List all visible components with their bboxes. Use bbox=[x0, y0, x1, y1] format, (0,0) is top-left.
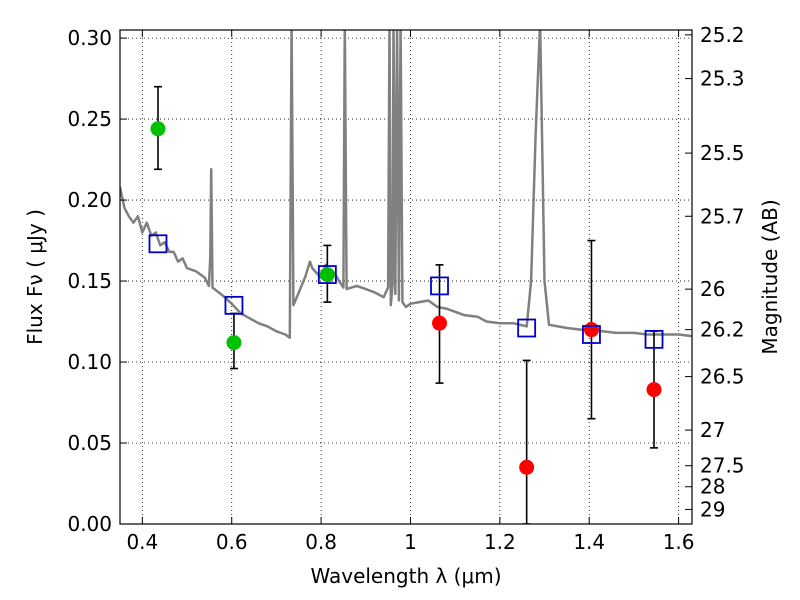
upper-point bbox=[646, 382, 662, 398]
spectrum-line bbox=[120, 30, 692, 339]
x-tick-label: 1.2 bbox=[484, 530, 516, 554]
right-tick-label: 28 bbox=[700, 475, 725, 499]
x-tick-label: 1.6 bbox=[663, 530, 695, 554]
model-spectrum bbox=[120, 30, 692, 339]
right-tick-label: 27.5 bbox=[700, 454, 745, 478]
right-axis-label: Magnitude (AB) bbox=[758, 199, 782, 354]
upper-point bbox=[519, 459, 535, 475]
plot-frame bbox=[119, 29, 693, 525]
right-tick-label: 26.2 bbox=[700, 318, 745, 342]
model-photometry-marker bbox=[517, 318, 537, 338]
detected-point bbox=[319, 267, 335, 283]
right-tick-label: 25.7 bbox=[700, 204, 745, 228]
x-tick-label: 1 bbox=[404, 530, 417, 554]
right-tick-label: 25.5 bbox=[700, 141, 745, 165]
right-tick-label: 29 bbox=[700, 497, 725, 521]
upper-point bbox=[583, 322, 599, 338]
upper-point bbox=[432, 315, 448, 331]
model-photometry-marker bbox=[317, 265, 337, 284]
x-tick-label: 0.4 bbox=[126, 530, 158, 554]
y-tick-label: 0.20 bbox=[67, 188, 112, 212]
model-photometry-marker bbox=[430, 276, 449, 296]
x-tick-label: 0.8 bbox=[305, 530, 337, 554]
detected-point bbox=[226, 335, 242, 351]
right-tick-label: 27 bbox=[700, 418, 725, 442]
right-tick-label: 26 bbox=[700, 277, 725, 301]
y-tick-label: 0.10 bbox=[67, 350, 112, 374]
y-tick-label: 0.30 bbox=[67, 26, 112, 50]
right-tick-label: 26.5 bbox=[700, 365, 745, 389]
detected-point bbox=[150, 121, 166, 137]
model-photometry-marker bbox=[644, 329, 664, 349]
model-photometry-marker bbox=[148, 234, 168, 254]
x-tick-label: 0.6 bbox=[216, 530, 248, 554]
y-axis-label: Flux Fν ( μJy ) bbox=[23, 209, 47, 345]
model-photometry-marker bbox=[582, 325, 601, 344]
data-marks bbox=[148, 85, 664, 524]
x-tick-label: 1.4 bbox=[573, 530, 605, 554]
model-photometry-marker bbox=[224, 295, 244, 315]
y-tick-label: 0.00 bbox=[67, 512, 112, 536]
right-tick-label: 25.2 bbox=[700, 23, 745, 47]
ticks: 0.4 0.6 0.8 1 1.2 1.4 1.6 0.00 0.05 0.10 0.15 0.20 0… bbox=[67, 23, 744, 554]
x-axis-label: Wavelength λ (μm) bbox=[310, 564, 501, 588]
y-tick-label: 0.05 bbox=[67, 431, 112, 455]
plot-area bbox=[120, 30, 692, 524]
y-tick-label: 0.15 bbox=[67, 269, 112, 293]
right-tick-label: 25.3 bbox=[700, 67, 745, 91]
y-tick-label: 0.25 bbox=[67, 107, 112, 131]
